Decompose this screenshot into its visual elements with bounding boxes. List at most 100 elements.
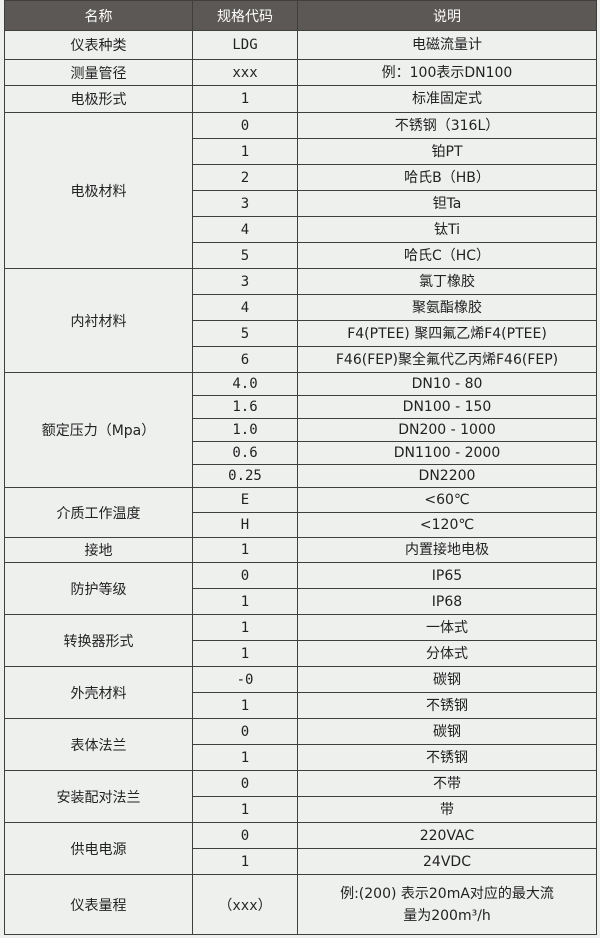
table-row: 1 分体式 xyxy=(5,640,597,667)
spec-description: 例：100表示DN100 xyxy=(297,59,597,86)
spec-description: 分体式 xyxy=(297,640,597,667)
table-row: 1 24VDC xyxy=(5,848,597,875)
group-name: 仪表种类 xyxy=(4,30,193,60)
table-row: H <120℃ xyxy=(5,512,597,538)
header-row: 名称 规格代码 说明 xyxy=(4,0,597,31)
spec-code: 4 xyxy=(192,294,298,321)
group-name: 转换器形式 xyxy=(4,614,193,667)
group-name: 安装配对法兰 xyxy=(4,770,193,823)
header-desc: 说明 xyxy=(297,0,597,31)
table-row: 接地 1 内置接地电极 xyxy=(4,537,597,563)
spec-description: 一体式 xyxy=(297,614,597,641)
spec-code: 5 xyxy=(192,242,298,269)
spec-code: 0 xyxy=(192,770,298,797)
spec-description: <120℃ xyxy=(297,512,597,538)
spec-description: 电磁流量计 xyxy=(297,30,597,60)
spec-code: 0.6 xyxy=(192,441,298,465)
table-row: 6 F46(FEP)聚全氟代乙丙烯F46(FEP) xyxy=(5,346,597,373)
spec-description: 碳钢 xyxy=(297,718,597,745)
spec-description: 不锈钢（316L） xyxy=(297,112,597,139)
table-row: 5 F4(PTEE) 聚四氟乙烯F4(PTEE) xyxy=(5,320,597,347)
spec-description: DN2200 xyxy=(297,464,597,488)
table-row: 额定压力（Mpa） 4.0 DN10 - 80 xyxy=(4,372,597,488)
table-row: 1.6 DN100 - 150 xyxy=(5,395,597,419)
group-name: 接地 xyxy=(4,537,193,563)
table-row: 电极材料 0 不锈钢（316L） xyxy=(4,112,597,269)
group-name: 介质工作温度 xyxy=(4,487,193,538)
group-name: 测量管径 xyxy=(4,59,193,86)
spec-description: <60℃ xyxy=(297,487,597,513)
spec-code: 1 xyxy=(192,796,298,823)
spec-code: （xxx） xyxy=(192,874,298,935)
spec-description: DN1100 - 2000 xyxy=(297,441,597,465)
group-name: 仪表量程 xyxy=(4,874,193,935)
spec-description: 铂PT xyxy=(297,138,597,165)
table-row: 测量管径 xxx 例：100表示DN100 xyxy=(4,59,597,86)
spec-description: F4(PTEE) 聚四氟乙烯F4(PTEE) xyxy=(297,320,597,347)
spec-code: xxx xyxy=(192,59,298,86)
spec-code: 1 xyxy=(192,848,298,875)
spec-code: 1 xyxy=(192,537,298,563)
spec-description: IP68 xyxy=(297,588,597,615)
spec-code: 3 xyxy=(192,190,298,217)
group-name: 电极材料 xyxy=(4,112,193,269)
table-row: 5 哈氏C（HC） xyxy=(5,242,597,269)
table-row: 0.25 DN2200 xyxy=(5,464,597,488)
table-row: 表体法兰 0 碳钢 xyxy=(4,718,597,771)
spec-code: 1 xyxy=(192,85,298,113)
spec-code: E xyxy=(192,487,298,513)
table-row: 2 哈氏B（HB） xyxy=(5,164,597,191)
spec-code: 3 xyxy=(192,268,298,295)
spec-code: 0 xyxy=(192,822,298,849)
spec-code: 0.25 xyxy=(192,464,298,488)
spec-code: 0 xyxy=(192,718,298,745)
group-name: 外壳材料 xyxy=(4,666,193,719)
spec-description: 不带 xyxy=(297,770,597,797)
spec-description: 哈氏C（HC） xyxy=(297,242,597,269)
table-row: 转换器形式 1 一体式 xyxy=(4,614,597,667)
spec-description: F46(FEP)聚全氟代乙丙烯F46(FEP) xyxy=(297,346,597,373)
table-row: 1 IP68 xyxy=(5,588,597,615)
spec-code: 5 xyxy=(192,320,298,347)
spec-description: 内置接地电极 xyxy=(297,537,597,563)
table-row: 外壳材料 -0 碳钢 xyxy=(4,666,597,719)
spec-code: 4.0 xyxy=(192,372,298,396)
spec-description: 标准固定式 xyxy=(297,85,597,113)
spec-code: 0 xyxy=(192,562,298,589)
spec-code: 1 xyxy=(192,640,298,667)
spec-description: 不锈钢 xyxy=(297,744,597,771)
spec-code: 1.6 xyxy=(192,395,298,419)
group-name: 表体法兰 xyxy=(4,718,193,771)
group-name: 额定压力（Mpa） xyxy=(4,372,193,488)
spec-description: 220VAC xyxy=(297,822,597,849)
spec-code: 2 xyxy=(192,164,298,191)
group-name: 电极形式 xyxy=(4,85,193,113)
group-name: 内衬材料 xyxy=(4,268,193,373)
group-name: 防护等级 xyxy=(4,562,193,615)
table-row: 4 聚氨酯橡胶 xyxy=(5,294,597,321)
table-row: 安装配对法兰 0 不带 xyxy=(4,770,597,823)
spec-code: 1.0 xyxy=(192,418,298,442)
table-row: 仪表种类 LDG 电磁流量计 xyxy=(4,30,597,60)
spec-description: 哈氏B（HB） xyxy=(297,164,597,191)
spec-code: 4 xyxy=(192,216,298,243)
spec-code: -0 xyxy=(192,666,298,693)
spec-description: DN200 - 1000 xyxy=(297,418,597,442)
spec-code: 1 xyxy=(192,692,298,719)
spec-code: 1 xyxy=(192,588,298,615)
table-row: 1.0 DN200 - 1000 xyxy=(5,418,597,442)
spec-description: 钽Ta xyxy=(297,190,597,217)
spec-description: 聚氨酯橡胶 xyxy=(297,294,597,321)
spec-description: 带 xyxy=(297,796,597,823)
spec-description: DN10 - 80 xyxy=(297,372,597,396)
spec-code: H xyxy=(192,512,298,538)
spec-description: 例:(200) 表示20mA对应的最大流量为200m³/h xyxy=(297,874,597,935)
spec-code: 0 xyxy=(192,112,298,139)
table-row: 0.6 DN1100 - 2000 xyxy=(5,441,597,465)
table-row: 介质工作温度 E <60℃ xyxy=(4,487,597,538)
header-name: 名称 xyxy=(4,0,193,31)
table-row: 内衬材料 3 氯丁橡胶 xyxy=(4,268,597,373)
spec-code: LDG xyxy=(192,30,298,60)
spec-code: 1 xyxy=(192,614,298,641)
spec-description: 不锈钢 xyxy=(297,692,597,719)
